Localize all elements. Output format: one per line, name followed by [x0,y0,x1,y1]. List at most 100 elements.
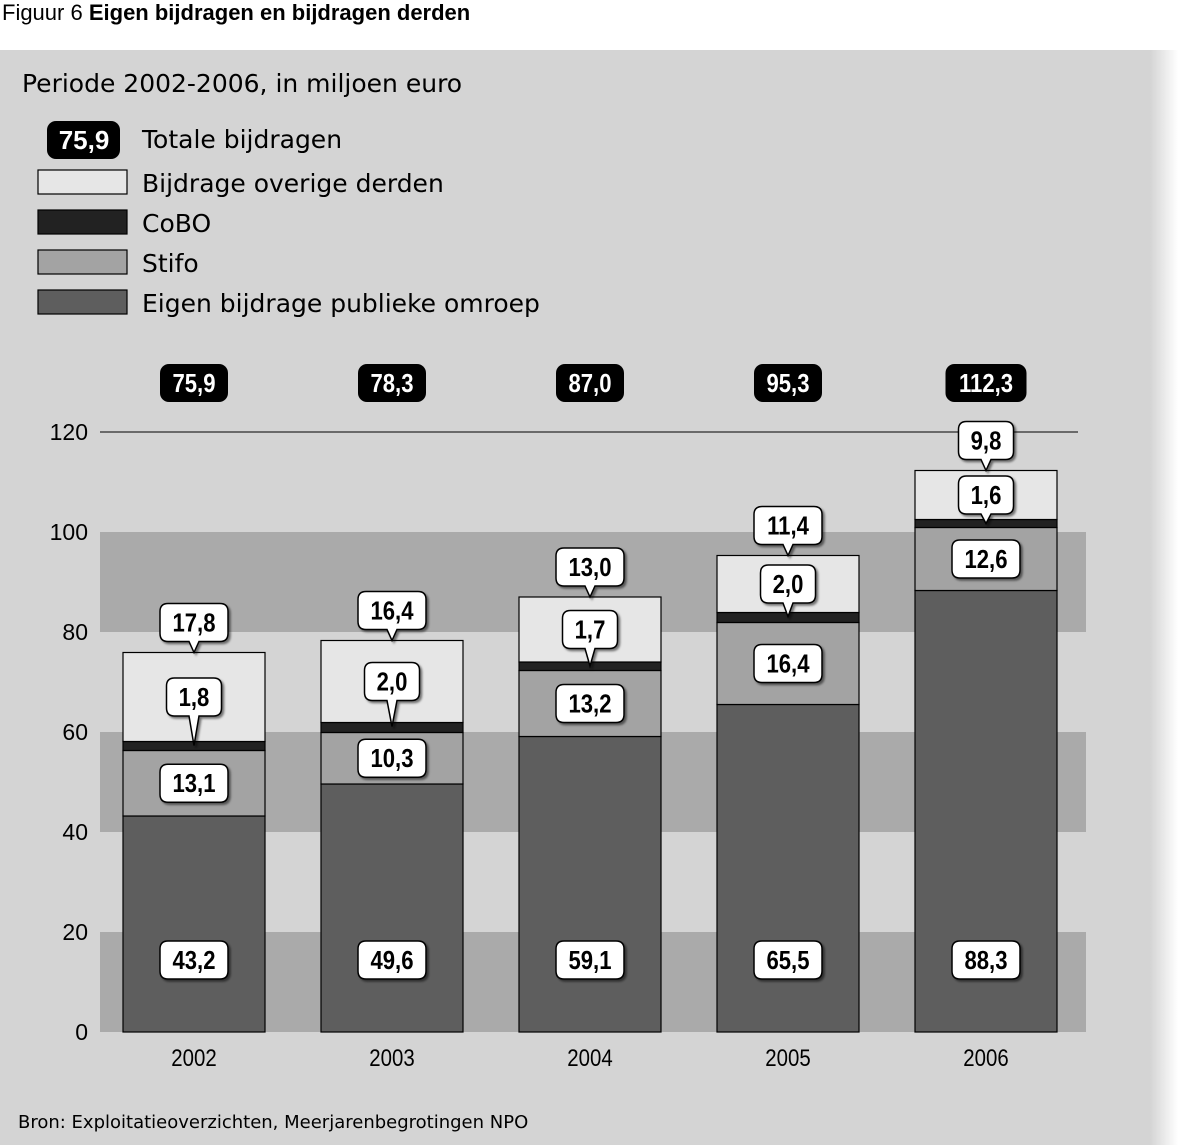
label-box [759,564,817,619]
label-stifo: 10,3 [357,738,427,778]
label-text: 9,8 [971,427,1002,456]
bar-segment-eigen [716,703,860,1033]
label-text: 88,3 [965,946,1008,975]
legend-label: Totale bijdragen [141,125,342,154]
label-cobo: 1,6 [957,475,1015,526]
label-eigen: 43,2 [159,940,229,980]
label-third: 16,4 [357,590,427,643]
label-box [951,940,1021,980]
label-box [753,940,823,980]
legend-item-eigen: Eigen bijdrage publieke omroep [37,289,540,318]
label-total: 75,9 [160,364,228,402]
label-text: 10,3 [371,745,414,774]
label-text: 16,4 [767,650,811,679]
label-box [358,364,426,402]
label-cobo: 1,7 [561,609,619,669]
label-cobo: 1,8 [165,677,223,746]
label-text: 43,2 [173,946,216,975]
x-tick-label: 2003 [369,1044,414,1071]
legend-label: CoBO [142,209,211,238]
label-text: 13,2 [569,690,612,719]
bar-segment-eigen [122,815,266,1033]
label-text: 11,4 [767,512,809,541]
chart-subtitle: Periode 2002-2006, in miljoen euro [22,69,462,98]
label-box [957,420,1015,473]
legend-total-sample: 75,9 [59,125,110,155]
label-box [556,364,624,402]
label-box [753,505,823,558]
y-tick-label: 60 [62,719,88,745]
data-labels: 43,2 13,1 1,8 17,8 75,9 49,6 10,3 2,0 16,4 78,3 59… [159,364,1027,980]
label-eigen: 88,3 [951,940,1021,980]
label-total: 95,3 [754,364,822,402]
label-eigen: 65,5 [753,940,823,980]
legend-swatch [37,169,128,195]
label-text: 2,0 [377,668,408,697]
x-tick-label: 2005 [765,1044,810,1071]
figure-title-text: Eigen bijdragen en bijdragen derden [88,0,471,25]
label-text: 112,3 [959,369,1013,398]
legend-item-third: Bijdrage overige derden [37,169,444,198]
label-third: 9,8 [957,420,1015,473]
y-tick-label: 40 [62,819,88,845]
y-tick-label: 80 [62,619,88,645]
x-tick-label: 2006 [963,1044,1008,1071]
label-third: 13,0 [555,547,625,599]
label-box [945,364,1027,402]
label-total: 78,3 [358,364,426,402]
chart-panel-shadow [1150,50,1178,1145]
legend-swatch [37,249,128,275]
label-stifo: 13,2 [555,683,625,724]
label-text: 12,6 [965,545,1008,574]
y-tick-label: 20 [62,919,88,945]
legend-swatch [37,289,128,315]
label-total: 112,3 [945,364,1027,402]
label-text: 17,8 [173,609,216,638]
label-box [957,475,1015,526]
x-tick-label: 2004 [567,1044,612,1071]
y-tick-label: 0 [75,1019,88,1045]
y-tick-label: 100 [50,519,88,545]
label-text: 1,7 [575,616,606,645]
label-box [754,364,822,402]
figure-title: Figuur 6 Eigen bijdragen en bijdragen de… [2,0,470,26]
label-box [951,539,1021,579]
label-text: 87,0 [569,369,612,398]
label-box [363,661,421,727]
label-box [357,738,427,778]
label-box [555,547,625,599]
label-third: 11,4 [753,505,823,558]
label-text: 59,1 [569,946,612,975]
label-box [357,590,427,643]
legend: 75,9 Totale bijdragen Bijdrage overige der… [37,121,540,318]
legend-item-stifo: Stifo [37,249,199,278]
legend-label: Eigen bijdrage publieke omroep [142,289,540,318]
label-box [555,683,625,724]
label-text: 16,4 [371,597,415,626]
label-cobo: 2,0 [363,661,421,727]
label-box [561,609,619,669]
label-text: 49,6 [371,946,414,975]
label-box [160,364,228,402]
bar-segment-eigen [518,735,662,1033]
label-box [753,643,823,684]
label-box [159,602,229,655]
legend-item-cobo: CoBO [37,209,211,238]
label-text: 75,9 [173,369,216,398]
label-box [165,677,223,746]
label-cobo: 2,0 [759,564,817,619]
label-stifo: 16,4 [753,643,823,684]
label-text: 13,1 [173,770,216,799]
label-text: 78,3 [371,369,414,398]
legend-total-badge [47,121,120,159]
legend-item-totals: 75,9 Totale bijdragen [47,121,342,159]
label-box [159,763,229,803]
label-text: 13,0 [569,553,612,582]
label-stifo: 13,1 [159,763,229,803]
label-text: 2,0 [773,570,804,599]
label-eigen: 59,1 [555,940,625,980]
label-box [555,940,625,980]
label-eigen: 49,6 [357,940,427,980]
source-note: Bron: Exploitatieoverzichten, Meerjarenb… [18,1112,528,1133]
bar-segment-stifo [914,526,1058,592]
